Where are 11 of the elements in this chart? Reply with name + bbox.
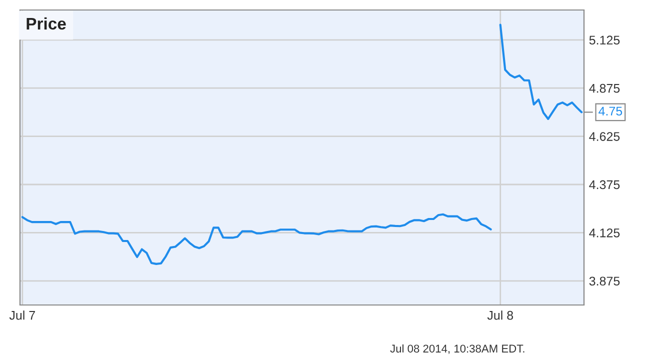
x-tick-label: Jul 8 — [487, 310, 514, 320]
y-tick-label: 4.375 — [589, 180, 620, 190]
data-label: 4.75 — [598, 106, 622, 116]
y-tick-label: 4.625 — [589, 132, 620, 141]
y-tick-label: 4.125 — [589, 228, 620, 238]
chart-title: Price — [26, 17, 66, 30]
y-tick-label: 3.875 — [589, 276, 620, 286]
y-tick-label: 4.875 — [589, 84, 620, 93]
y-tick-label: 5.125 — [589, 36, 620, 45]
x-tick-label: Jul 7 — [9, 310, 35, 320]
text: Jul 08 2014, 10:38AM EDT. — [390, 344, 524, 354]
